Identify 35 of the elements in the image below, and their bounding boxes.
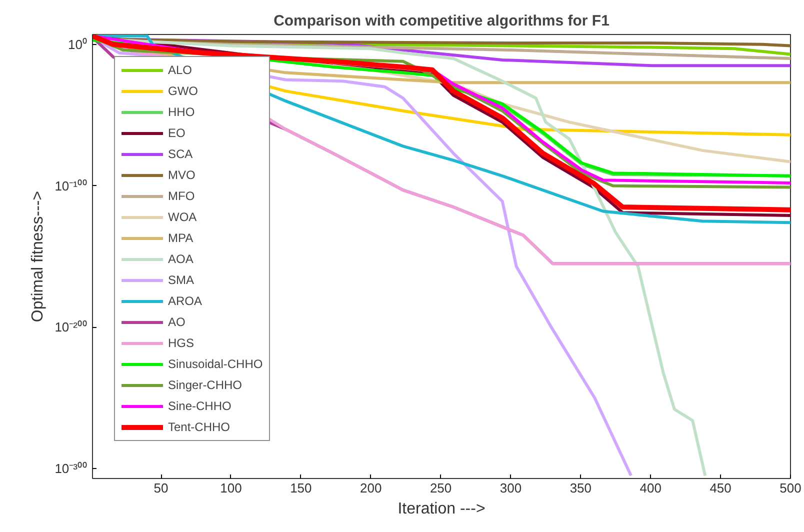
x-tick-label: 200 [360,480,382,496]
x-tick-label: 150 [290,480,312,496]
legend-label: WOA [168,210,197,224]
legend-label: Sine-CHHO [168,399,232,413]
legend-label: AOA [168,252,194,266]
x-tick-label: 350 [570,480,592,496]
legend-label: MVO [168,168,196,182]
x-tick-label: 300 [500,480,522,496]
chart-title: Comparison with competitive algorithms for F1 [274,12,610,30]
legend-label: MPA [168,231,194,245]
x-tick-label: 450 [710,480,732,496]
legend-label: MFO [168,189,195,203]
legend-label: HGS [168,336,194,350]
x-tick-label: 400 [640,480,662,496]
legend-label: Sinusoidal-CHHO [168,357,263,371]
legend-label: SMA [168,273,194,287]
y-tick-label: 10⁻³⁰⁰ [54,461,88,476]
legend-label: AROA [168,294,202,308]
legend-label: Tent-CHHO [168,420,230,434]
legend-label: ALO [168,63,192,77]
x-tick-label: 250 [430,480,452,496]
legend-label: GWO [168,84,198,98]
x-axis-title: Iteration ---> [398,500,486,518]
y-tick-label: 10⁰ [68,36,88,52]
x-tick-label: 50 [154,480,168,496]
legend-label: Singer-CHHO [168,378,242,392]
y-axis-title: Optimal fitness---> [30,190,47,322]
x-tick-label: 500 [780,480,802,496]
legend-label: HHO [168,105,195,119]
y-tick-label: 10⁻¹⁰⁰ [54,178,88,194]
y-tick-label: 10⁻²⁰⁰ [54,320,88,335]
x-tick-label: 100 [220,480,242,496]
legend-label: AO [168,315,186,329]
legend-label: SCA [168,147,193,161]
legend-label: EO [168,126,186,140]
